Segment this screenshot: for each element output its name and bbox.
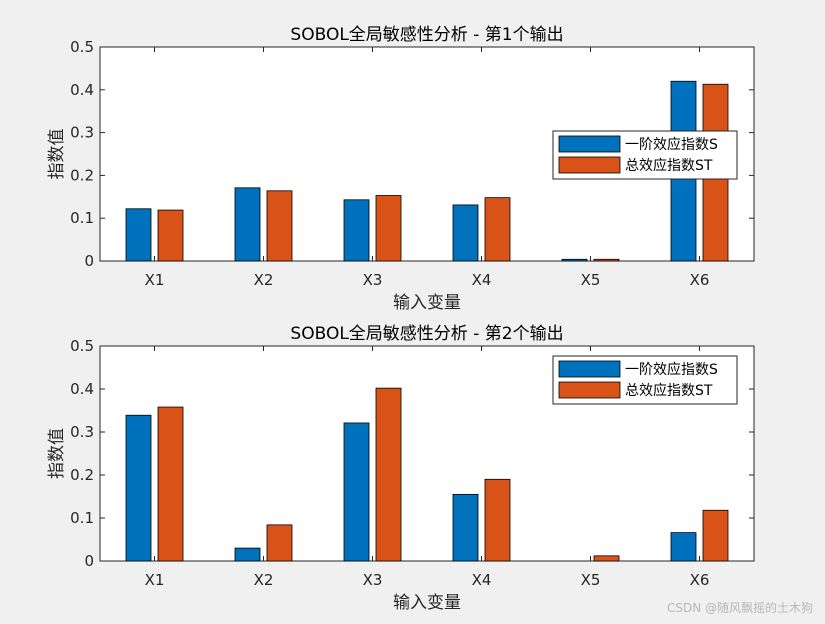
bar-总效应指数ST-X5 <box>593 555 620 562</box>
legend-label: 一阶效应指数S <box>625 361 718 378</box>
bar-一阶效应指数S-X1 <box>125 208 152 262</box>
x-tick-label: X1 <box>145 571 165 589</box>
x-tick-label: X3 <box>363 271 383 289</box>
bar-总效应指数ST-X2 <box>266 524 293 562</box>
bar-总效应指数ST-X5 <box>593 258 620 262</box>
legend: 一阶效应指数S 总效应指数ST <box>552 130 738 180</box>
y-tick-label: 0.3 <box>70 124 94 142</box>
legend-label: 总效应指数ST <box>625 382 713 399</box>
bar-一阶效应指数S-X3 <box>343 422 370 562</box>
bar-总效应指数ST-X1 <box>157 209 184 262</box>
x-tick-label: X4 <box>472 571 492 589</box>
legend-label: 总效应指数ST <box>625 157 713 174</box>
chart-title: SOBOL全局敏感性分析 - 第1个输出 <box>290 25 563 45</box>
y-tick-label: 0 <box>84 252 94 270</box>
x-tick-label: X5 <box>581 271 601 289</box>
x-tick-label: X2 <box>254 571 274 589</box>
bar-一阶效应指数S-X2 <box>234 187 261 262</box>
bar-总效应指数ST-X6 <box>702 509 729 562</box>
x-tick-label: X1 <box>145 271 165 289</box>
legend-swatch <box>558 381 621 399</box>
watermark-text: CSDN @随风飘摇的土木狗 <box>666 601 813 615</box>
y-tick-label: 0.5 <box>70 38 94 56</box>
x-axis-label: 输入变量 <box>393 293 461 313</box>
y-tick-label: 0.3 <box>70 423 94 441</box>
bar-一阶效应指数S-X2 <box>234 547 261 562</box>
y-axis-label: 指数值 <box>47 129 67 180</box>
legend-swatch <box>558 135 621 153</box>
bar-总效应指数ST-X3 <box>375 387 402 562</box>
chart-panel-1: 0 0.1 0.2 0.3 0.4 0.5 X1 X2 X3 X4 X5 X6 SOBOL全局敏感性分析… <box>47 25 755 313</box>
y-tick-label: 0.2 <box>70 166 94 184</box>
bar-总效应指数ST-X3 <box>375 195 402 262</box>
legend: 一阶效应指数S 总效应指数ST <box>552 355 738 405</box>
legend-swatch <box>558 156 621 174</box>
bar-一阶效应指数S-X4 <box>452 493 479 562</box>
legend-label: 一阶效应指数S <box>625 136 718 153</box>
bar-总效应指数ST-X4 <box>484 197 511 262</box>
bar-总效应指数ST-X2 <box>266 190 293 262</box>
y-tick-label: 0.1 <box>70 509 94 527</box>
y-tick-label: 0 <box>84 552 94 570</box>
bar-一阶效应指数S-X5 <box>561 258 588 262</box>
y-tick-label: 0.1 <box>70 209 94 227</box>
x-tick-label: X2 <box>254 271 274 289</box>
y-tick-label: 0.4 <box>70 81 94 99</box>
bar-总效应指数ST-X4 <box>484 478 511 562</box>
y-tick-label: 0.2 <box>70 466 94 484</box>
x-tick-label: X4 <box>472 271 492 289</box>
x-tick-label: X3 <box>363 571 383 589</box>
y-tick-label: 0.4 <box>70 380 94 398</box>
x-tick-label: X6 <box>690 571 710 589</box>
chart-title: SOBOL全局敏感性分析 - 第2个输出 <box>290 324 563 344</box>
bar-一阶效应指数S-X6 <box>670 532 697 562</box>
bar-一阶效应指数S-X3 <box>343 199 370 262</box>
x-axis-label: 输入变量 <box>393 593 461 613</box>
y-axis-label: 指数值 <box>47 428 67 479</box>
bar-总效应指数ST-X1 <box>157 406 184 562</box>
x-tick-label: X5 <box>581 571 601 589</box>
x-tick-label: X6 <box>690 271 710 289</box>
y-tick-label: 0.5 <box>70 337 94 355</box>
chart-panel-2: 0 0.1 0.2 0.3 0.4 0.5 X1 X2 X3 X4 X5 X6 SOBOL全局敏感性分析… <box>47 324 755 613</box>
bar-一阶效应指数S-X4 <box>452 204 479 262</box>
bar-一阶效应指数S-X1 <box>125 414 152 562</box>
legend-swatch <box>558 360 621 378</box>
